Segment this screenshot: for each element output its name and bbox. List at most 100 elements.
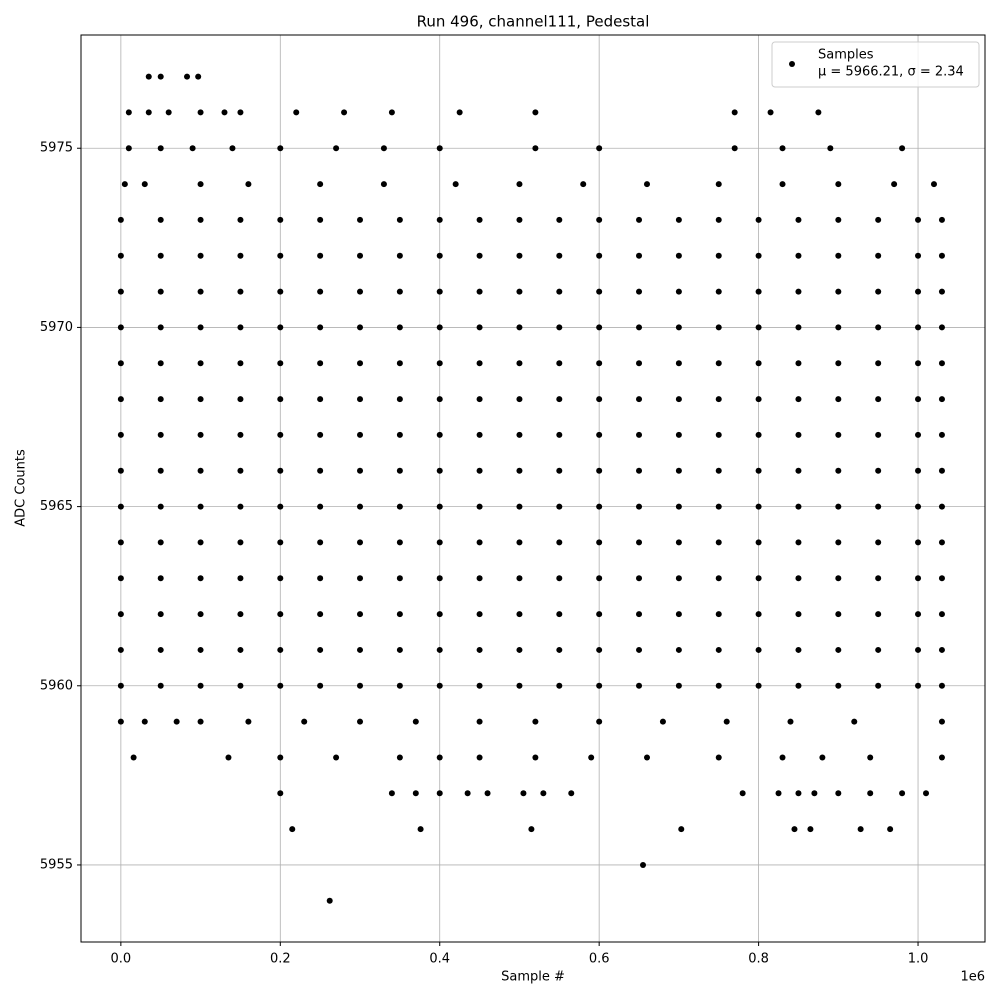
data-point [516, 181, 523, 188]
data-point [436, 611, 443, 618]
data-point [516, 431, 523, 438]
legend-marker [789, 61, 795, 67]
data-point [636, 682, 643, 689]
data-point [755, 646, 762, 653]
data-point [636, 288, 643, 295]
data-point [121, 181, 128, 188]
data-point [636, 360, 643, 367]
data-point [715, 503, 722, 510]
data-point [755, 216, 762, 223]
data-point [396, 324, 403, 331]
data-point [795, 396, 802, 403]
data-point [357, 467, 364, 474]
data-point [596, 360, 603, 367]
data-point [516, 360, 523, 367]
data-point [556, 252, 563, 259]
data-point [915, 503, 922, 510]
data-point [643, 181, 650, 188]
data-point [675, 503, 682, 510]
data-point [899, 790, 906, 797]
data-point [396, 431, 403, 438]
data-point [277, 754, 284, 761]
data-point [755, 611, 762, 618]
data-point [476, 288, 483, 295]
data-point [835, 790, 842, 797]
data-point [875, 252, 882, 259]
data-point [596, 396, 603, 403]
data-point [556, 431, 563, 438]
data-point [938, 252, 945, 259]
data-point [317, 575, 324, 582]
data-point [516, 467, 523, 474]
data-point [827, 145, 834, 152]
data-point [930, 181, 937, 188]
x-tick-label: 1.0 [908, 952, 929, 967]
data-point [184, 73, 191, 80]
data-point [835, 431, 842, 438]
data-point [588, 754, 595, 761]
data-point [317, 288, 324, 295]
legend-label: Samples [818, 48, 874, 63]
data-point [938, 754, 945, 761]
y-tick-label: 5970 [40, 320, 73, 335]
data-point [237, 682, 244, 689]
data-point [317, 503, 324, 510]
data-point [795, 467, 802, 474]
data-point [195, 73, 202, 80]
data-point [197, 539, 204, 546]
data-point [277, 216, 284, 223]
data-point [117, 467, 124, 474]
data-point [915, 396, 922, 403]
data-point [317, 252, 324, 259]
data-point [237, 360, 244, 367]
data-point [476, 682, 483, 689]
data-point [596, 288, 603, 295]
data-point [197, 216, 204, 223]
data-point [197, 575, 204, 582]
data-point [915, 682, 922, 689]
data-point [357, 288, 364, 295]
data-point [357, 396, 364, 403]
data-point [835, 396, 842, 403]
data-point [795, 216, 802, 223]
data-point [357, 539, 364, 546]
data-point [436, 145, 443, 152]
data-point [317, 324, 324, 331]
data-point [795, 288, 802, 295]
data-point [117, 503, 124, 510]
data-point [277, 431, 284, 438]
data-point [636, 396, 643, 403]
data-point [333, 145, 340, 152]
data-point [436, 431, 443, 438]
data-point [157, 611, 164, 618]
data-point [237, 646, 244, 653]
data-point [835, 324, 842, 331]
data-point [396, 288, 403, 295]
data-point [938, 431, 945, 438]
data-point [333, 754, 340, 761]
data-point [636, 539, 643, 546]
x-tick-label: 0.6 [589, 952, 610, 967]
data-point [556, 611, 563, 618]
data-point [938, 503, 945, 510]
data-point [938, 575, 945, 582]
data-point [556, 324, 563, 331]
data-point [715, 396, 722, 403]
data-point [117, 360, 124, 367]
data-point [317, 396, 324, 403]
data-point [293, 109, 300, 116]
data-point [675, 611, 682, 618]
data-point [938, 324, 945, 331]
data-point [516, 539, 523, 546]
data-point [388, 790, 395, 797]
data-point [117, 611, 124, 618]
data-point [915, 431, 922, 438]
data-point [197, 252, 204, 259]
data-point [755, 324, 762, 331]
data-point [556, 396, 563, 403]
data-point [157, 646, 164, 653]
data-point [197, 181, 204, 188]
data-point [157, 73, 164, 80]
data-point [675, 539, 682, 546]
data-point [317, 611, 324, 618]
